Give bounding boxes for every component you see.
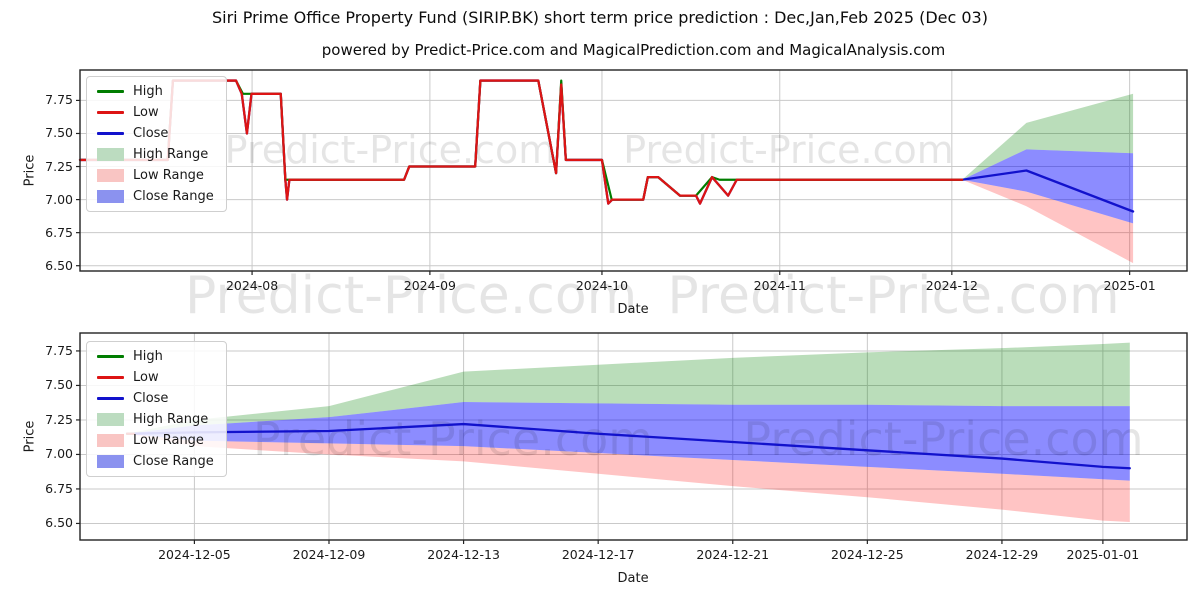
y-tick-label: 6.75 xyxy=(45,224,73,240)
band-low-range xyxy=(962,179,1134,264)
y-tick-label: 6.50 xyxy=(45,515,73,531)
legend-patch-swatch xyxy=(97,433,124,447)
y-tick-label: 7.50 xyxy=(45,125,73,141)
watermark-text: Predict-Price.com xyxy=(225,128,556,172)
band-low-range xyxy=(127,433,1130,523)
legend-patch-swatch xyxy=(97,147,124,161)
x-tick-label: 2024-12-29 xyxy=(965,547,1039,562)
y-tick-label: 7.25 xyxy=(45,411,73,427)
legend-item-label: High xyxy=(133,348,163,364)
legend-item-high-range: High Range xyxy=(97,411,214,428)
legend-line-swatch xyxy=(97,354,124,358)
x-tick-label: 2024-12-13 xyxy=(427,547,500,562)
y-tick-label: 7.25 xyxy=(45,158,73,174)
legend-item-label: Close Range xyxy=(133,188,214,204)
legend-item-label: Low xyxy=(133,369,159,385)
legend-line-swatch xyxy=(97,131,124,135)
y-tick-label: 7.75 xyxy=(45,342,73,358)
legend-item-label: High Range xyxy=(133,411,209,427)
y-axis-label: Price xyxy=(22,420,38,452)
x-axis-label: Date xyxy=(617,571,649,586)
legend-item-close-range: Close Range xyxy=(97,453,214,470)
band-high-range xyxy=(127,342,1130,434)
watermark-text: Predict-Price.com xyxy=(743,412,1143,466)
watermark-text: Predict-Price.com xyxy=(623,128,954,172)
legend-item-label: Close Range xyxy=(133,453,214,469)
y-tick-label: 7.50 xyxy=(45,377,73,393)
legend-item-label: Low xyxy=(133,104,159,120)
x-tick-label: 2025-01-01 xyxy=(1066,547,1140,562)
y-tick-label: 6.50 xyxy=(45,257,73,273)
legend-item-low: Low xyxy=(97,104,214,121)
x-axis-label: Date xyxy=(617,302,649,317)
legend: High Low Close High Range Low Range Close Ran… xyxy=(86,76,227,212)
x-tick-label: 2024-08 xyxy=(225,278,279,293)
legend-item-high-range: High Range xyxy=(97,146,214,163)
legend-item-high: High xyxy=(97,83,214,100)
x-tick-label: 2024-12-09 xyxy=(292,547,366,562)
legend-item-close: Close xyxy=(97,390,214,407)
x-tick-label: 2024-12 xyxy=(925,278,978,293)
x-tick-label: 2024-12-05 xyxy=(158,547,231,562)
x-tick-label: 2024-10 xyxy=(575,278,629,293)
legend-patch-swatch xyxy=(97,454,124,468)
watermark-text: Predict-Price.com xyxy=(253,412,653,466)
legend-item-label: High xyxy=(133,83,163,99)
legend-item-label: Close xyxy=(133,390,169,406)
y-tick-label: 7.00 xyxy=(45,446,73,462)
band-high-range xyxy=(962,93,1134,180)
y-tick-label: 7.75 xyxy=(45,92,73,108)
axes-title: powered by Predict-Price.com and Magical… xyxy=(321,41,946,59)
legend-item-label: Low Range xyxy=(133,432,204,448)
band-close-range xyxy=(962,149,1134,224)
x-tick-label: 2024-12-17 xyxy=(561,547,635,562)
band-close-range xyxy=(127,402,1130,481)
x-tick-label: 2024-11 xyxy=(753,278,806,293)
plot-border xyxy=(79,69,1188,272)
y-tick-label: 6.75 xyxy=(45,480,73,496)
legend-item-label: Low Range xyxy=(133,167,204,183)
legend-item-label: High Range xyxy=(133,146,209,162)
legend-line-swatch xyxy=(97,110,124,114)
legend-item-label: Close xyxy=(133,125,169,141)
legend-item-close: Close xyxy=(97,125,214,142)
plot-area: Predict-Price.com Predict-Price.com xyxy=(76,69,1188,275)
plot-border xyxy=(79,332,1188,541)
legend-item-close-range: Close Range xyxy=(97,188,214,205)
x-tick-label: 2024-12-21 xyxy=(696,547,770,562)
legend-item-high: High xyxy=(97,348,214,365)
legend-line-swatch xyxy=(97,396,124,400)
line-low xyxy=(78,79,964,205)
legend: High Low Close High Range Low Range Close Ran… xyxy=(86,341,227,477)
figure-title: Siri Prime Office Property Fund (SIRIP.B… xyxy=(212,8,988,27)
x-tick-label: 2025-01 xyxy=(1103,278,1156,293)
legend-patch-swatch xyxy=(97,168,124,182)
legend-item-low-range: Low Range xyxy=(97,432,214,449)
plot-area: Predict-Price.com Predict-Price.com xyxy=(76,332,1188,544)
x-tick-label: 2024-12-25 xyxy=(831,547,904,562)
legend-item-low: Low xyxy=(97,369,214,386)
legend-patch-swatch xyxy=(97,412,124,426)
legend-patch-swatch xyxy=(97,189,124,203)
legend-item-low-range: Low Range xyxy=(97,167,214,184)
legend-line-swatch xyxy=(97,375,124,379)
line-close xyxy=(125,422,1131,470)
x-tick-label: 2024-09 xyxy=(403,278,456,293)
legend-line-swatch xyxy=(97,89,124,93)
y-tick-label: 7.00 xyxy=(45,191,73,207)
